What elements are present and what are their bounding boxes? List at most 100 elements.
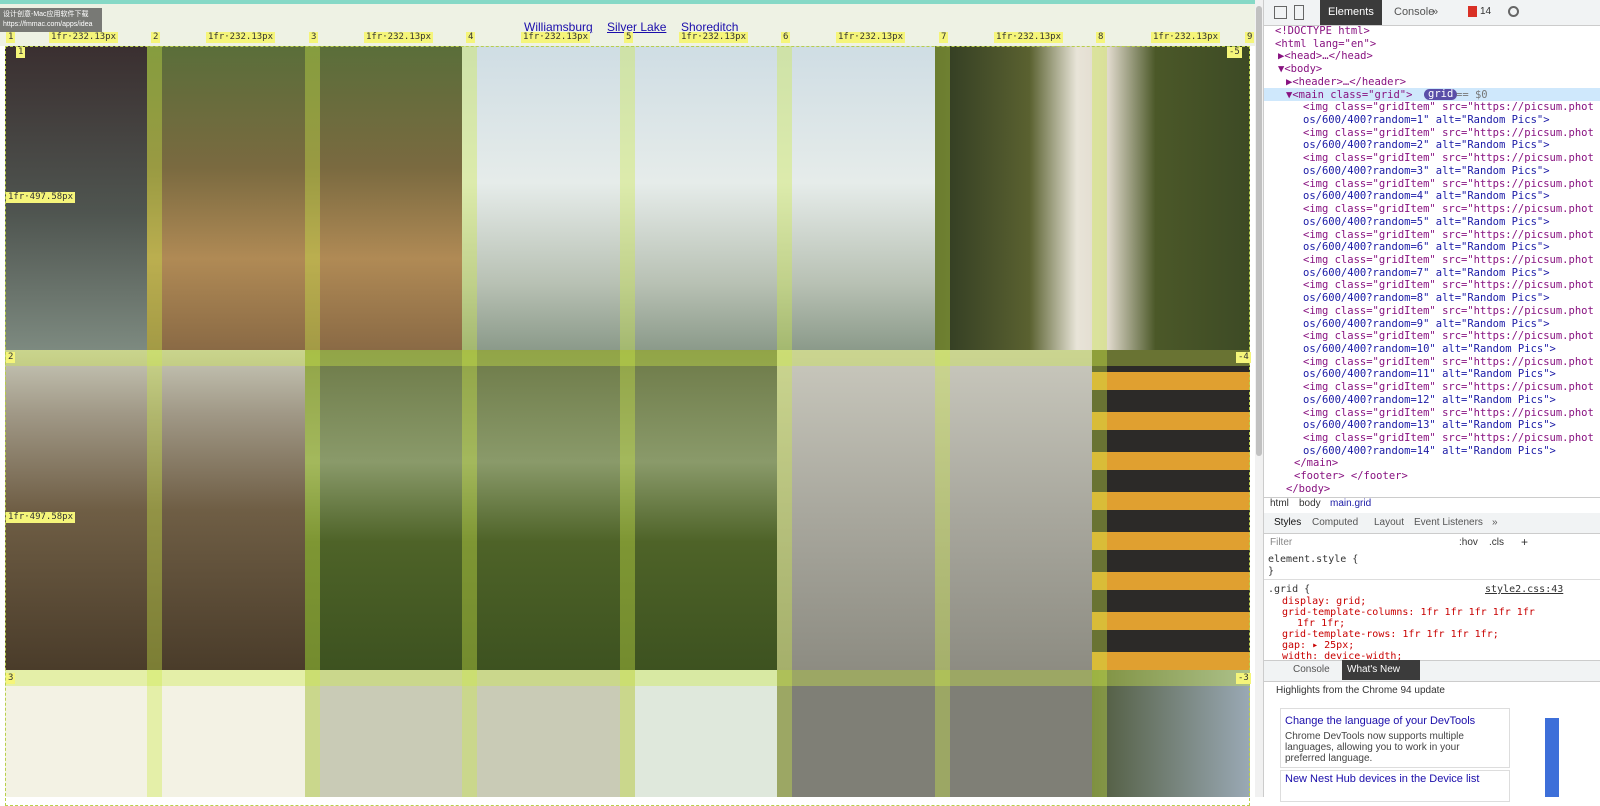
style-line: gap: ▸ 25px; — [1282, 640, 1355, 651]
drawer-heading: Highlights from the Chrome 94 update — [1276, 685, 1445, 696]
dom-node[interactable]: <img class="gridItem" src="https://picsu… — [1303, 304, 1594, 317]
drawer-tab[interactable]: Console — [1293, 664, 1330, 675]
news-card — [1280, 708, 1510, 768]
dom-node[interactable]: <img class="gridItem" src="https://picsu… — [1303, 253, 1594, 266]
grid-gap — [777, 46, 792, 797]
dom-node[interactable]: os/600/400?random=3" alt="Random Pics"> — [1303, 164, 1550, 177]
devtools-tab[interactable]: Elements — [1320, 0, 1382, 25]
dom-node[interactable]: <img class="gridItem" src="https://picsu… — [1303, 279, 1594, 292]
column-number: 8 — [1096, 32, 1106, 43]
dom-node[interactable]: <img class="gridItem" src="https://picsu… — [1303, 126, 1594, 139]
column-size: 1fr·232.13px — [994, 32, 1064, 43]
watermark: 设计创意-Mac应用软件下载 https://fmmac.com/apps/ide… — [0, 8, 102, 32]
row-negative-number: -3 — [1236, 673, 1251, 684]
dom-node[interactable]: <!DOCTYPE html> — [1275, 25, 1370, 37]
card-body: preferred language. — [1285, 753, 1373, 764]
hov[interactable]: :hov — [1459, 537, 1478, 548]
dom-node[interactable]: os/600/400?random=7" alt="Random Pics"> — [1303, 266, 1550, 279]
style-line: 1fr 1fr; — [1297, 618, 1346, 629]
row-size: 1fr·497.58px — [6, 512, 76, 523]
dom-node[interactable]: os/600/400?random=13" alt="Random Pics"> — [1303, 419, 1556, 432]
image — [935, 46, 1250, 350]
image — [777, 350, 1092, 670]
grid-border — [5, 46, 1250, 806]
dom-node[interactable]: <img class="gridItem" src="https://picsu… — [1303, 152, 1594, 165]
dom-node[interactable]: <img class="gridItem" src="https://picsu… — [1303, 406, 1594, 419]
style-line: element.style { — [1268, 554, 1359, 565]
dom-node[interactable]: ▶<header>…</header> — [1286, 75, 1407, 88]
nav-link[interactable]: Silver Lake — [607, 20, 667, 34]
row-number: 1 — [16, 47, 26, 58]
dom-node[interactable]: <img class="gridItem" src="https://picsu… — [1303, 330, 1594, 343]
dom-node[interactable]: <img class="gridItem" src="https://picsu… — [1303, 381, 1594, 394]
styles-tab[interactable]: Computed — [1312, 517, 1359, 528]
grid-gap — [5, 670, 1250, 686]
image — [635, 670, 777, 797]
grid-gap — [147, 46, 162, 797]
dom-node[interactable]: os/600/400?random=10" alt="Random Pics"> — [1303, 343, 1556, 355]
error-count[interactable]: 14 — [1468, 6, 1492, 17]
filter[interactable]: Filter — [1270, 537, 1293, 548]
styles-tab[interactable]: Event Listeners — [1414, 517, 1483, 528]
dom-node[interactable]: os/600/400?random=6" alt="Random Pics"> — [1303, 241, 1550, 254]
card-title[interactable]: Change the language of your DevTools — [1285, 715, 1476, 727]
grid-gap — [5, 350, 1250, 366]
breadcrumb[interactable]: main.grid — [1330, 498, 1372, 509]
grid-gap — [305, 46, 320, 797]
dom-node[interactable]: <img class="gridItem" src="https://picsu… — [1303, 355, 1594, 368]
dom-node[interactable]: <img class="gridItem" src="https://picsu… — [1303, 203, 1594, 216]
dom-node[interactable]: os/600/400?random=4" alt="Random Pics"> — [1303, 190, 1550, 203]
image — [462, 46, 935, 350]
column-number: 2 — [151, 32, 161, 43]
styles-tab[interactable]: Styles — [1274, 517, 1302, 528]
column-size: 1fr·232.13px — [206, 32, 276, 43]
dom-node[interactable]: os/600/400?random=5" alt="Random Pics"> — [1303, 215, 1550, 228]
devtools-tab[interactable]: » — [1432, 6, 1439, 18]
dom-node[interactable]: <footer> </footer> — [1294, 470, 1408, 483]
dom-node[interactable]: os/600/400?random=12" alt="Random Pics"> — [1303, 393, 1556, 406]
devtools-tab[interactable]: Console — [1394, 6, 1435, 18]
dom-node[interactable]: <html lang="en"> — [1275, 37, 1377, 50]
dom-node[interactable]: ▼<main class="grid"> — [1286, 88, 1413, 101]
dom-node[interactable]: os/600/400?random=9" alt="Random Pics"> — [1303, 317, 1550, 330]
column-size: 1fr·232.13px — [679, 32, 749, 43]
dom-node[interactable]: os/600/400?random=11" alt="Random Pics"> — [1303, 368, 1556, 381]
dom-node[interactable]: os/600/400?random=8" alt="Random Pics"> — [1303, 292, 1550, 305]
breadcrumb[interactable]: body — [1299, 498, 1321, 509]
column-number: 9 — [1245, 32, 1255, 43]
breadcrumb[interactable]: html — [1270, 498, 1289, 509]
dom-node[interactable]: os/600/400?random=14" alt="Random Pics"> — [1303, 444, 1556, 457]
dom-node[interactable]: ▼<body> — [1278, 63, 1323, 76]
drawer-tab[interactable]: What's New — [1342, 660, 1421, 680]
dom-node[interactable]: os/600/400?random=1" alt="Random Pics"> — [1303, 114, 1550, 127]
nav-link[interactable]: Williamsburg — [524, 20, 593, 34]
styles-tab[interactable]: Layout — [1374, 517, 1405, 528]
stylesheet-link[interactable]: style2.css:43 — [1485, 584, 1564, 595]
add-rule[interactable]: + — [1521, 535, 1529, 549]
dom-node[interactable]: os/600/400?random=2" alt="Random Pics"> — [1303, 139, 1550, 152]
style-line: width: device-width; — [1282, 651, 1403, 662]
style-line: grid-template-rows: 1fr 1fr 1fr 1fr; — [1282, 629, 1499, 640]
row-size: 1fr·497.58px — [6, 192, 76, 203]
dom-node[interactable]: <img class="gridItem" src="https://picsu… — [1303, 432, 1594, 445]
dom-node[interactable]: <img class="gridItem" src="https://picsu… — [1303, 101, 1594, 114]
grid-badge[interactable]: grid — [1424, 88, 1458, 100]
styles-tab[interactable]: » — [1492, 517, 1498, 528]
row-negative-number: -5 — [1227, 47, 1242, 58]
news-image — [1545, 718, 1559, 797]
settings-icon[interactable] — [1508, 6, 1519, 17]
dom-node[interactable]: </body> — [1286, 482, 1331, 495]
nav-link[interactable]: Shoreditch — [681, 20, 739, 34]
dom-node[interactable]: ▶<head>…</head> — [1278, 50, 1373, 63]
dom-node[interactable]: <img class="gridItem" src="https://picsu… — [1303, 177, 1594, 190]
watermark-text: 设计创意-Mac应用软件下载 — [3, 11, 89, 18]
dom-node[interactable]: </main> — [1294, 457, 1339, 470]
column-number: 7 — [939, 32, 949, 43]
card-title[interactable]: New Nest Hub devices in the Device list — [1285, 773, 1480, 785]
cls[interactable]: .cls — [1489, 537, 1504, 548]
styles-tabbar — [1264, 513, 1600, 534]
dom-node[interactable]: <img class="gridItem" src="https://picsu… — [1303, 228, 1594, 241]
card-body: Chrome DevTools now supports multiple — [1285, 731, 1464, 742]
column-number: 3 — [309, 32, 319, 43]
image — [1092, 670, 1250, 797]
